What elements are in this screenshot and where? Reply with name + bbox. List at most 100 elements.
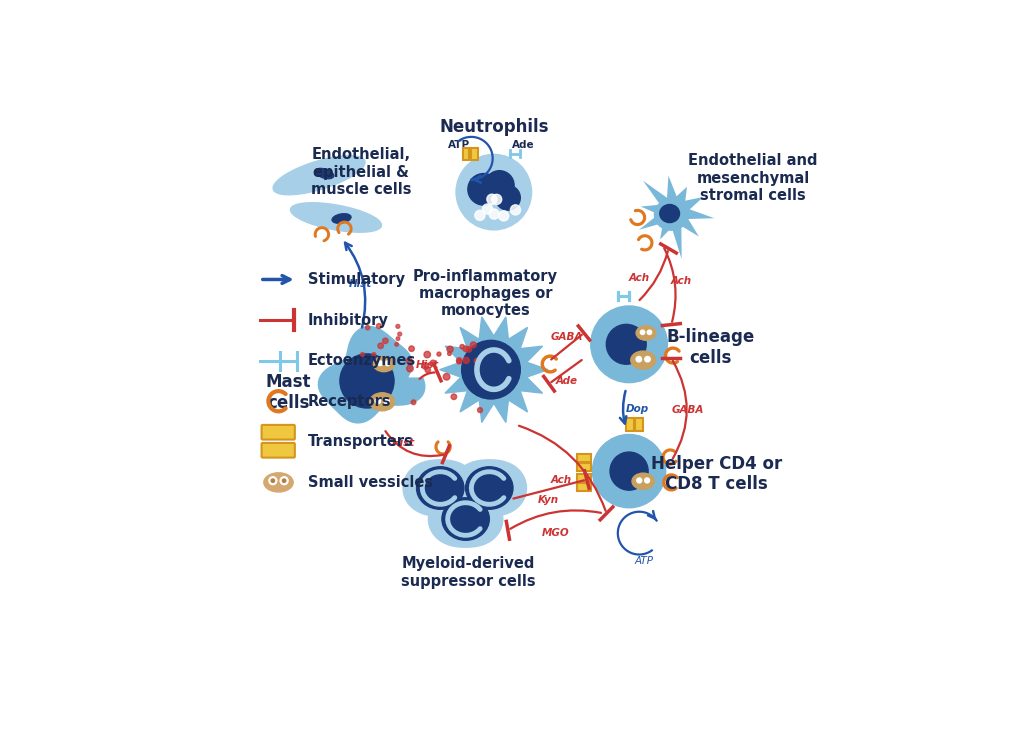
Circle shape <box>378 343 383 348</box>
Circle shape <box>496 185 520 210</box>
Circle shape <box>499 211 509 221</box>
Circle shape <box>486 194 497 204</box>
Text: Hist: Hist <box>416 360 439 370</box>
Circle shape <box>340 354 394 408</box>
Ellipse shape <box>370 393 394 411</box>
Circle shape <box>378 361 383 365</box>
Circle shape <box>395 343 398 346</box>
Circle shape <box>377 324 382 329</box>
Text: Myeloid-derived
suppressor cells: Myeloid-derived suppressor cells <box>401 556 536 589</box>
Text: Ade: Ade <box>512 141 535 150</box>
Text: Ade: Ade <box>555 376 578 386</box>
Circle shape <box>283 479 286 482</box>
Circle shape <box>396 324 399 329</box>
Polygon shape <box>463 148 469 160</box>
Text: Ach: Ach <box>551 475 572 485</box>
Circle shape <box>425 367 430 373</box>
Circle shape <box>463 357 469 364</box>
Circle shape <box>470 342 476 348</box>
Ellipse shape <box>636 326 656 340</box>
Circle shape <box>437 352 441 356</box>
Ellipse shape <box>417 467 464 509</box>
Polygon shape <box>439 317 548 422</box>
Circle shape <box>422 362 428 369</box>
Polygon shape <box>578 474 591 482</box>
Circle shape <box>645 478 649 483</box>
Polygon shape <box>291 203 382 232</box>
Circle shape <box>409 346 415 351</box>
Circle shape <box>396 337 399 340</box>
Circle shape <box>366 326 370 330</box>
Circle shape <box>397 332 401 336</box>
Polygon shape <box>627 418 634 431</box>
Text: Inhibitory: Inhibitory <box>308 313 389 327</box>
Text: Receptors: Receptors <box>308 394 391 408</box>
Text: GABA: GABA <box>672 405 705 415</box>
Circle shape <box>281 477 288 485</box>
Ellipse shape <box>466 467 513 509</box>
Circle shape <box>271 479 274 482</box>
Circle shape <box>475 210 485 220</box>
Polygon shape <box>453 460 526 516</box>
Ellipse shape <box>374 356 394 372</box>
Ellipse shape <box>332 214 351 223</box>
Polygon shape <box>636 418 643 431</box>
Polygon shape <box>273 156 365 195</box>
FancyBboxPatch shape <box>261 425 295 439</box>
Circle shape <box>447 352 452 356</box>
Text: Mast
cells: Mast cells <box>265 373 311 411</box>
Text: Hist: Hist <box>392 438 416 448</box>
Text: ATP: ATP <box>634 556 653 567</box>
Polygon shape <box>403 460 477 516</box>
Text: Ectoenzymes: Ectoenzymes <box>308 353 416 368</box>
Circle shape <box>468 173 500 205</box>
Ellipse shape <box>606 324 646 365</box>
Circle shape <box>636 356 642 362</box>
Text: Transporters: Transporters <box>308 434 414 449</box>
Circle shape <box>463 346 469 352</box>
Text: Endothelial,
epithelial &
muscle cells: Endothelial, epithelial & muscle cells <box>311 147 412 198</box>
Circle shape <box>372 353 376 356</box>
Circle shape <box>424 351 430 358</box>
Circle shape <box>430 360 436 366</box>
Circle shape <box>591 306 668 383</box>
Text: ATP: ATP <box>447 141 470 150</box>
Text: Stimulatory: Stimulatory <box>308 272 404 287</box>
Circle shape <box>645 356 650 362</box>
Circle shape <box>269 477 276 485</box>
Ellipse shape <box>442 498 489 540</box>
Circle shape <box>457 358 462 363</box>
Circle shape <box>647 330 651 335</box>
Circle shape <box>452 394 457 400</box>
Circle shape <box>492 194 502 204</box>
Circle shape <box>460 345 464 349</box>
Circle shape <box>510 205 520 215</box>
Circle shape <box>384 398 389 403</box>
Ellipse shape <box>631 351 655 369</box>
Text: Neutrophils: Neutrophils <box>439 119 549 136</box>
Ellipse shape <box>264 473 293 492</box>
Circle shape <box>484 171 514 200</box>
Text: Helper CD4 or
CD8 T cells: Helper CD4 or CD8 T cells <box>651 455 782 493</box>
Polygon shape <box>578 463 591 471</box>
Text: Ach: Ach <box>671 276 691 286</box>
Circle shape <box>466 347 472 352</box>
Circle shape <box>385 361 390 365</box>
Circle shape <box>383 338 388 343</box>
Polygon shape <box>639 176 715 259</box>
Circle shape <box>360 353 365 356</box>
Circle shape <box>456 154 531 230</box>
Circle shape <box>640 330 645 335</box>
Ellipse shape <box>659 204 680 223</box>
Circle shape <box>482 204 493 214</box>
Text: GABA: GABA <box>550 332 583 342</box>
Text: Pro-inflammatory
macrophages or
monocytes: Pro-inflammatory macrophages or monocyte… <box>413 269 558 318</box>
Text: Dop: Dop <box>626 403 649 414</box>
Circle shape <box>446 346 454 352</box>
Ellipse shape <box>632 473 654 490</box>
Circle shape <box>412 400 416 405</box>
Polygon shape <box>578 483 591 490</box>
Circle shape <box>637 478 642 483</box>
Circle shape <box>462 340 520 399</box>
Polygon shape <box>471 148 477 160</box>
